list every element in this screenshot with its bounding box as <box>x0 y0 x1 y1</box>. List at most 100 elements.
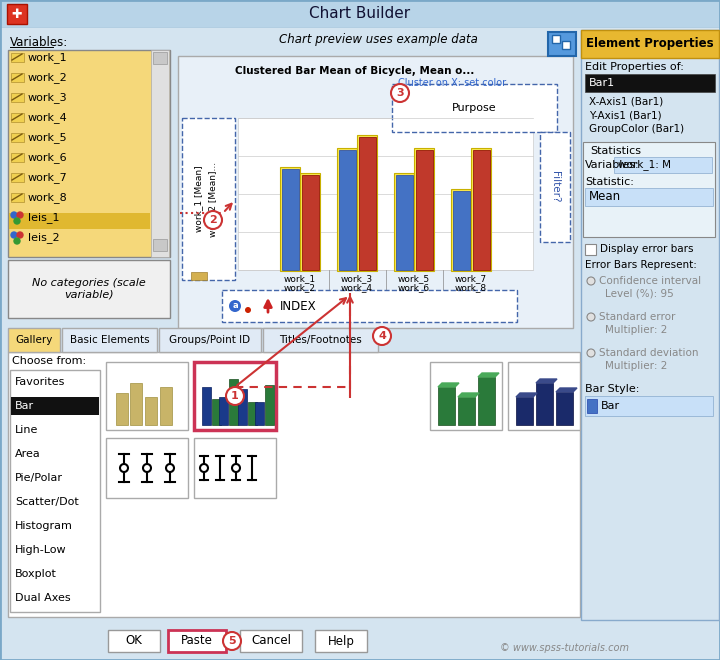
Bar <box>108 630 160 652</box>
Bar <box>614 157 712 173</box>
Text: work_6: work_6 <box>398 283 430 292</box>
Circle shape <box>11 232 17 238</box>
Circle shape <box>14 218 20 224</box>
Text: Bar: Bar <box>601 401 620 411</box>
Text: Basic Elements: Basic Elements <box>70 335 149 345</box>
Text: work_8: work_8 <box>455 283 487 292</box>
Bar <box>562 41 570 49</box>
Circle shape <box>245 307 251 313</box>
Bar <box>145 397 157 425</box>
Bar <box>160 387 172 425</box>
Circle shape <box>223 632 241 650</box>
Circle shape <box>120 464 128 472</box>
Text: work_7: work_7 <box>28 172 68 183</box>
Text: ✚: ✚ <box>12 7 22 20</box>
Text: Choose from:: Choose from: <box>12 356 86 366</box>
Text: Cancel: Cancel <box>251 634 291 647</box>
Bar <box>8 326 580 356</box>
Text: Scatter/Dot: Scatter/Dot <box>15 497 78 507</box>
Text: work_1 [Mean]: work_1 [Mean] <box>194 166 204 232</box>
Text: Standard error: Standard error <box>599 312 675 322</box>
Bar <box>238 389 247 425</box>
Circle shape <box>587 313 595 321</box>
Bar <box>392 84 557 132</box>
Bar <box>182 118 235 280</box>
Bar <box>229 379 238 425</box>
Text: Multiplier: 2: Multiplier: 2 <box>605 325 667 335</box>
Text: Variables:: Variables: <box>10 36 68 49</box>
Text: 1: 1 <box>231 391 239 401</box>
Polygon shape <box>458 393 479 397</box>
Bar <box>11 73 24 82</box>
Bar <box>451 189 471 271</box>
Text: Pie/Polar: Pie/Polar <box>15 473 63 483</box>
Text: Chart Builder: Chart Builder <box>310 7 410 22</box>
Bar <box>178 56 573 328</box>
Bar <box>415 150 433 270</box>
Bar <box>11 93 24 102</box>
Text: Histogram: Histogram <box>15 521 73 531</box>
Text: Gallery: Gallery <box>15 335 53 345</box>
Bar <box>130 383 142 425</box>
Bar <box>585 244 596 255</box>
Bar <box>202 387 211 425</box>
Text: work_7: work_7 <box>455 274 487 283</box>
Bar <box>8 260 170 318</box>
Circle shape <box>17 232 23 238</box>
Text: work_4: work_4 <box>28 113 68 123</box>
Bar <box>394 173 414 271</box>
Bar <box>159 328 261 352</box>
Bar <box>255 402 264 425</box>
Bar <box>11 53 24 62</box>
Bar <box>8 352 580 617</box>
Bar <box>240 630 302 652</box>
Bar <box>583 142 715 237</box>
Bar <box>478 377 495 425</box>
Text: Dual Axes: Dual Axes <box>15 593 71 603</box>
Text: Cluster on X: set color: Cluster on X: set color <box>398 78 506 88</box>
Bar <box>414 148 434 271</box>
Text: Paste: Paste <box>181 634 213 647</box>
Polygon shape <box>556 388 577 392</box>
Circle shape <box>587 277 595 285</box>
Text: a: a <box>232 302 238 310</box>
Bar <box>581 30 719 58</box>
Bar <box>280 167 300 271</box>
Bar <box>472 150 490 270</box>
Bar <box>11 133 24 142</box>
Bar <box>212 399 221 425</box>
Circle shape <box>391 84 409 102</box>
Text: Favorites: Favorites <box>15 377 66 387</box>
Bar <box>219 397 228 425</box>
Text: work_1: work_1 <box>284 274 316 283</box>
Bar <box>7 4 27 24</box>
Bar <box>194 362 276 430</box>
Bar <box>265 385 274 425</box>
Text: Titles/Footnotes: Titles/Footnotes <box>279 335 362 345</box>
Bar <box>263 328 378 352</box>
Bar <box>168 630 226 652</box>
Bar <box>438 387 455 425</box>
Bar <box>153 239 167 251</box>
Bar <box>238 118 533 270</box>
Circle shape <box>143 464 151 472</box>
Polygon shape <box>516 393 537 397</box>
Text: 2: 2 <box>209 215 217 225</box>
Text: Help: Help <box>328 634 354 647</box>
Bar <box>0 0 720 28</box>
Text: Element Properties: Element Properties <box>586 38 714 51</box>
Circle shape <box>11 212 17 218</box>
Bar <box>337 148 357 271</box>
Circle shape <box>226 387 244 405</box>
Text: work_6: work_6 <box>28 152 68 164</box>
Bar <box>458 397 475 425</box>
Text: Edit Properties of:: Edit Properties of: <box>585 62 684 72</box>
Text: X-Axis1 (Bar1): X-Axis1 (Bar1) <box>589 96 663 106</box>
Circle shape <box>166 464 174 472</box>
Bar <box>359 137 376 270</box>
Bar <box>248 402 257 425</box>
Text: 5: 5 <box>228 636 236 646</box>
Bar <box>536 383 553 425</box>
Bar <box>315 630 367 652</box>
Text: Bar: Bar <box>15 401 34 411</box>
